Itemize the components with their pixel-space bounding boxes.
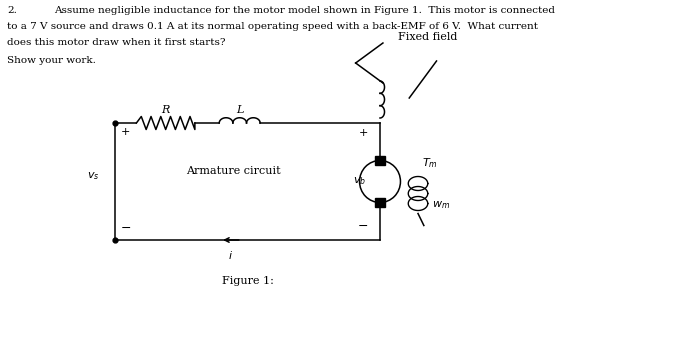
Text: $v_s$: $v_s$ [87, 171, 99, 182]
Text: to a 7 V source and draws 0.1 A at its normal operating speed with a back-EMF of: to a 7 V source and draws 0.1 A at its n… [7, 22, 538, 31]
Text: −: − [121, 222, 131, 235]
Text: Armature circuit: Armature circuit [185, 166, 280, 176]
Text: R: R [162, 105, 170, 115]
Text: L: L [236, 105, 243, 115]
Text: Figure 1:: Figure 1: [221, 276, 274, 286]
Text: Fixed field: Fixed field [397, 32, 457, 42]
Text: +: + [359, 128, 368, 138]
Text: Assume negligible inductance for the motor model shown in Figure 1.  This motor : Assume negligible inductance for the mot… [54, 6, 555, 15]
Bar [375, 156, 385, 165]
Text: $T_m$: $T_m$ [422, 156, 438, 169]
Text: $i$: $i$ [228, 249, 234, 261]
Text: +: + [121, 127, 130, 137]
Text: Show your work.: Show your work. [7, 56, 96, 65]
Text: 2.: 2. [7, 6, 17, 15]
Text: $v_b$: $v_b$ [353, 176, 367, 188]
Bar [375, 198, 385, 207]
Text: $w_m$: $w_m$ [432, 199, 449, 211]
Text: −: − [358, 220, 368, 233]
Text: does this motor draw when it first starts?: does this motor draw when it first start… [7, 38, 225, 47]
